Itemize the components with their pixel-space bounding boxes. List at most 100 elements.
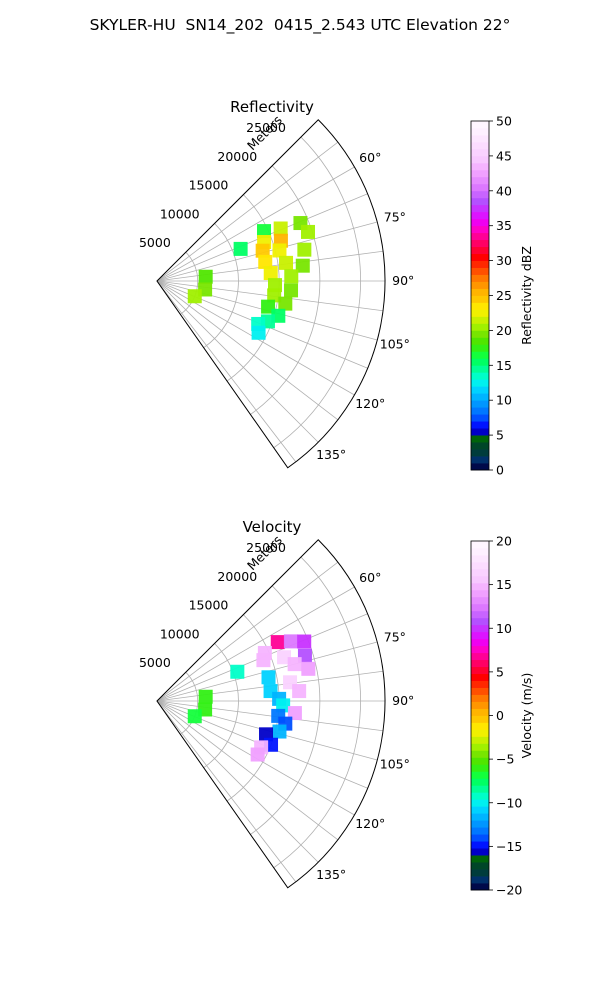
colorbar-swatch — [471, 820, 489, 828]
range-ring — [203, 643, 239, 769]
colorbar-swatch — [471, 603, 489, 612]
colorbar-swatch — [471, 127, 489, 136]
colorbar-swatch — [471, 190, 489, 199]
azimuth-tick-label: 60° — [359, 150, 381, 165]
colorbar-swatch — [471, 400, 489, 408]
colorbar-label: Velocity (m/s) — [519, 673, 534, 759]
colorbar-swatch — [471, 463, 489, 471]
colorbar-tick-label: −20 — [496, 883, 522, 898]
colorbar-swatch — [471, 638, 489, 647]
echo-cell — [284, 283, 299, 298]
colorbar-tick-label: 35 — [496, 218, 512, 233]
azimuth-spoke — [156, 280, 297, 463]
colorbar-swatch — [471, 155, 489, 164]
echo-cell — [277, 650, 292, 665]
echo-cell — [272, 243, 287, 258]
colorbar-swatch — [471, 372, 489, 380]
azimuth-tick-label: 120° — [355, 396, 385, 411]
colorbar-swatch — [471, 414, 489, 422]
colorbar-swatch — [471, 701, 489, 709]
echo-cell — [250, 747, 265, 762]
colorbar-swatch — [471, 253, 489, 261]
colorbar-swatch — [471, 316, 489, 324]
colorbar-swatch — [471, 554, 489, 563]
colorbar-swatch — [471, 729, 489, 737]
colorbar-swatch — [471, 862, 489, 870]
colorbar-tick-label: 10 — [496, 621, 512, 636]
echo-cell — [255, 243, 270, 258]
colorbar-swatch — [471, 778, 489, 786]
colorbar-label: Reflectivity dBZ — [519, 246, 534, 345]
echo-cell — [284, 269, 299, 284]
azimuth-tick-label: 90° — [392, 693, 414, 708]
colorbar-swatch — [471, 799, 489, 807]
azimuth-spoke — [156, 586, 355, 702]
colorbar-swatch — [471, 876, 489, 884]
colorbar-tick-label: 10 — [496, 393, 512, 408]
colorbar-swatch — [471, 743, 489, 751]
range-ring — [180, 251, 199, 315]
colorbar-swatch — [471, 121, 489, 129]
echo-cell — [233, 241, 248, 256]
colorbar-swatch — [471, 449, 489, 457]
colorbar-swatch — [471, 834, 489, 842]
colorbar-swatch — [471, 134, 489, 143]
colorbar-swatch — [471, 694, 489, 702]
colorbar-swatch — [471, 792, 489, 800]
colorbar-tick-label: 5 — [496, 664, 504, 679]
colorbar-tick-label: 45 — [496, 148, 512, 163]
colorbar-swatch — [471, 141, 489, 150]
range-tick-label: 10000 — [160, 626, 200, 641]
azimuth-spoke — [156, 141, 339, 282]
echo-cell — [283, 634, 298, 649]
range-tick-label: 5000 — [139, 655, 171, 670]
range-tick-label: 15000 — [189, 178, 229, 193]
echo-cell — [279, 255, 294, 270]
range-tick-label: 15000 — [189, 598, 229, 613]
echo-cell — [270, 635, 285, 650]
range-ring — [273, 556, 361, 869]
colorbar-swatch — [471, 659, 489, 668]
colorbar-tick-label: 15 — [496, 577, 512, 592]
echo-cell — [295, 258, 310, 273]
colorbar-swatch — [471, 624, 489, 633]
colorbar-swatch — [471, 442, 489, 450]
colorbar-swatch — [471, 561, 489, 570]
colorbar-swatch — [471, 813, 489, 821]
echo-cell — [258, 254, 273, 269]
range-ring — [273, 136, 361, 449]
colorbar-swatch — [471, 610, 489, 619]
colorbar-swatch — [471, 148, 489, 157]
colorbar-swatch — [471, 267, 489, 275]
colorbar-swatch — [471, 309, 489, 317]
colorbar-swatch — [471, 211, 489, 220]
panel-title: Reflectivity — [230, 98, 314, 116]
colorbar-swatch — [471, 281, 489, 289]
azimuth-tick-label: 75° — [384, 209, 406, 224]
colorbar-tick-label: 20 — [496, 323, 512, 338]
colorbar-swatch — [471, 785, 489, 793]
colorbar-swatch — [471, 827, 489, 835]
azimuth-tick-label: 60° — [359, 570, 381, 585]
azimuth-tick-label: 120° — [355, 816, 385, 831]
colorbar-swatch — [471, 541, 489, 549]
colorbar-swatch — [471, 239, 489, 248]
azimuth-spoke — [156, 700, 384, 732]
echo-cell — [297, 242, 312, 257]
colorbar-swatch — [471, 435, 489, 443]
colorbar-swatch — [471, 358, 489, 366]
echo-cell — [272, 724, 287, 739]
azimuth-spoke — [156, 280, 319, 443]
azimuth-tick-label: 135° — [316, 447, 346, 462]
colorbar-tick-label: 0 — [496, 463, 504, 478]
figure-title: SKYLER-HU SN14_202 0415_2.543 UTC Elevat… — [89, 16, 511, 34]
range-tick-label: 20000 — [217, 569, 257, 584]
colorbar-tick-label: 15 — [496, 358, 512, 373]
colorbar-swatch — [471, 197, 489, 206]
colorbar-swatch — [471, 337, 489, 345]
colorbar-swatch — [471, 722, 489, 730]
colorbar-swatch — [471, 771, 489, 779]
echo-cell — [187, 709, 202, 724]
colorbar-swatch — [471, 855, 489, 863]
colorbar-swatch — [471, 393, 489, 401]
